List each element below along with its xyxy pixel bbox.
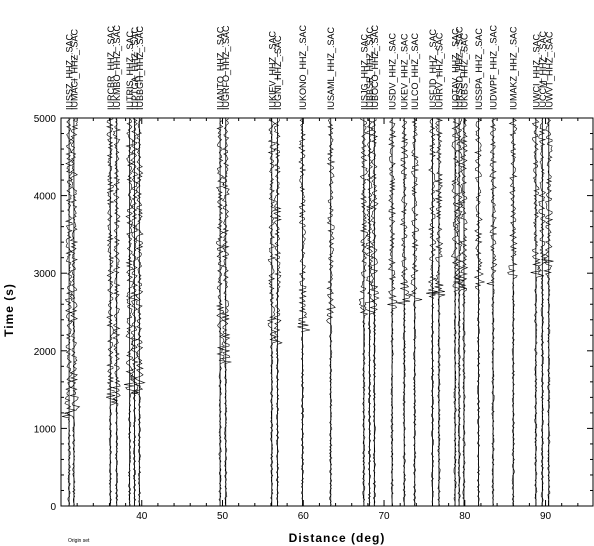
y-tick-label: 0 [50, 502, 56, 513]
seismic-trace [123, 118, 138, 507]
seismic-trace [431, 118, 446, 507]
seismic-trace [297, 118, 311, 507]
seismic-trace [507, 118, 518, 507]
seismic-trace [426, 118, 438, 507]
x-axis-label: Distance (deg) [289, 531, 386, 545]
seismic-trace [543, 118, 554, 507]
station-label: IUKMBO_HHZ_.SAC [112, 24, 122, 110]
station-label: IUWVT_HHZ_.SAC [544, 31, 554, 110]
seismic-trace [473, 118, 485, 507]
station-label: IUSJG_HHZ_.SAC [359, 33, 369, 110]
origin-set-note: Origin set [68, 538, 90, 544]
seismic-trace [407, 118, 423, 507]
station-label: IUKBS_HHZ_.SAC [460, 33, 470, 110]
station-label: IUKIEV_HHZ_.SAC [267, 30, 277, 110]
seismic-trace [106, 118, 117, 507]
seismic-trace [358, 118, 369, 507]
station-label: IURCBR_HHZ_.SAC [106, 25, 116, 110]
station-label: IUGNI_HHZ_.SAC [273, 35, 283, 110]
station-label: IUTRIS_HHZ_.SAC [125, 30, 135, 110]
station-label: IUANTO_HHZ_.SAC [216, 26, 226, 110]
y-tick-label: 2000 [34, 347, 57, 358]
seismic-trace [486, 118, 498, 507]
station-label: IUHRV_HHZ_.SAC [434, 32, 444, 110]
station-label: IUOTAV_HHZ_.SAC [451, 28, 461, 110]
x-tick-label: 60 [298, 511, 310, 522]
x-tick-label: 40 [136, 511, 148, 522]
station-label: IUGRFO_HHZ_.SAC [221, 25, 231, 110]
station-label: IUSSZ_HHZ_.SAC [65, 33, 75, 110]
station-label: IUCCM_HHZ_.SAC [538, 30, 548, 110]
station-label: IURSSD_HHZ_.SAC [455, 26, 465, 110]
x-tick-label: 50 [217, 511, 229, 522]
station-label: IUSFJD_HHZ_.SAC [428, 28, 438, 110]
station-label: IUSSPA_HHZ_.SAC [474, 28, 484, 110]
x-tick-label: 90 [540, 511, 552, 522]
station-label: IUBBSR_HHZ_.SAC [365, 26, 375, 110]
seismic-trace [110, 118, 122, 507]
y-tick-label: 1000 [34, 424, 57, 435]
y-tick-label: 3000 [34, 269, 57, 280]
station-label: IUBOCO_HHZ_.SAC [370, 24, 380, 110]
y-tick-label: 4000 [34, 192, 57, 203]
seismic-trace [218, 118, 232, 507]
seismic-trace [62, 118, 76, 507]
station-label: IUDWPF_HHZ_.SAC [489, 24, 499, 110]
plot-border [60, 117, 594, 507]
y-tick-label: 5000 [34, 114, 57, 125]
seismic-trace [215, 118, 226, 507]
station-label: IULCO_HHZ_.SAC [410, 32, 420, 110]
seismic-trace [363, 118, 377, 507]
x-tick-label: 70 [378, 511, 390, 522]
x-tick-label: 80 [459, 511, 471, 522]
station-label: IUWCI_HHZ_.SAC [531, 33, 541, 110]
station-label: IUMAKZ_HHZ_.SAC [509, 26, 519, 110]
seismic-trace [537, 118, 548, 507]
axis-layer: 40 50 60 70 80 90 0 1000 2000 3000 4000 5000 [34, 114, 593, 522]
trace-layer [62, 118, 554, 507]
station-label: IUKONO_HHZ_.SAC [298, 24, 308, 110]
seismic-trace [450, 118, 461, 507]
seismic-trace [396, 118, 411, 507]
seismic-trace [273, 118, 283, 507]
station-label: IUKEV_HHZ_.SAC [400, 33, 410, 110]
plot-frame [60, 117, 594, 507]
station-label: IUMACI_HHZ_.SAC [69, 28, 79, 110]
station-label: IUSDV_HHZ_.SAC [388, 32, 398, 110]
y-axis-label: Time (s) [2, 283, 16, 337]
station-label: IUPTGA_HHZ_.SAC [130, 26, 140, 110]
station-label: IUBBGH_HHZ_.SAC [135, 25, 145, 110]
seismic-trace [67, 118, 81, 507]
station-label: IUSAML_HHZ_.SAC [326, 26, 336, 110]
